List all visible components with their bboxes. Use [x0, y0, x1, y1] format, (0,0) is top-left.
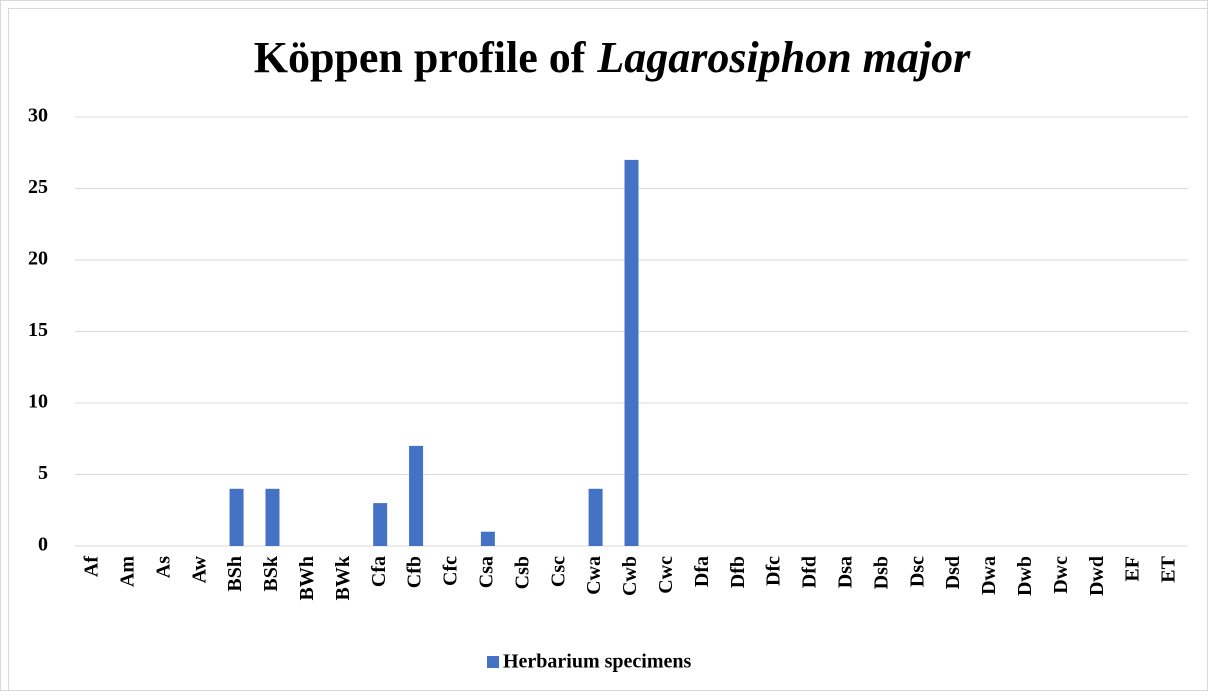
x-tick-label: Aw	[188, 555, 210, 583]
x-tick-label: Dsd	[942, 556, 964, 589]
x-tick-label: BSh	[224, 556, 246, 592]
title-italic: Lagarosiphon major	[596, 33, 971, 82]
y-tick-label: 30	[28, 105, 48, 127]
x-tick-label: Cfa	[368, 556, 390, 587]
bar	[409, 445, 424, 546]
x-tick-label: Dwd	[1086, 556, 1108, 596]
x-tick-label: Dsb	[870, 556, 892, 589]
x-tick-label: Dfc	[763, 556, 785, 586]
x-tick-label: Dfa	[691, 556, 713, 587]
y-tick-label: 15	[28, 319, 48, 341]
bar	[588, 488, 603, 546]
bar	[624, 159, 639, 546]
legend-swatch	[487, 656, 499, 668]
chart-title: Köppen profile of Lagarosiphon major	[254, 33, 971, 82]
x-tick-label: Dfd	[799, 556, 821, 588]
y-tick-label: 25	[28, 176, 48, 198]
x-tick-label: Cfb	[404, 556, 426, 588]
x-tick-label: Af	[81, 556, 103, 577]
y-tick-label: 20	[28, 248, 48, 270]
bar	[373, 503, 388, 546]
bar	[480, 531, 495, 546]
x-tick-label: Csc	[547, 556, 569, 587]
x-tick-label: As	[152, 556, 174, 578]
x-tick-label: BWh	[296, 556, 318, 600]
bar	[229, 488, 244, 546]
x-tick-label: Am	[116, 556, 138, 587]
x-tick-label: Csa	[475, 556, 497, 588]
x-tick-label: BSk	[260, 555, 282, 591]
x-tick-label: Cwc	[655, 556, 677, 594]
title-text: Köppen profile of	[254, 33, 587, 82]
x-tick-label: Cwa	[583, 556, 605, 595]
x-tick-label: Dsc	[906, 556, 928, 587]
x-tick-label: Dfb	[727, 556, 749, 588]
x-tick-label: Dwc	[1050, 556, 1072, 594]
x-tick-label: ET	[1158, 555, 1180, 582]
bar	[265, 488, 280, 546]
y-tick-label: 5	[38, 462, 48, 484]
x-tick-label: Dsa	[835, 556, 857, 588]
x-tick-label: Csb	[511, 556, 533, 589]
y-tick-label: 0	[38, 534, 48, 556]
x-tick-label: Cwb	[619, 556, 641, 596]
x-tick-label: Dwb	[1014, 556, 1036, 596]
legend-label: Herbarium specimens	[503, 651, 692, 673]
y-tick-label: 10	[28, 391, 48, 413]
x-tick-label: Dwa	[978, 556, 1000, 595]
x-tick-label: EF	[1122, 556, 1144, 582]
x-tick-label: BWk	[332, 555, 354, 600]
x-tick-label: Cfc	[440, 556, 462, 586]
